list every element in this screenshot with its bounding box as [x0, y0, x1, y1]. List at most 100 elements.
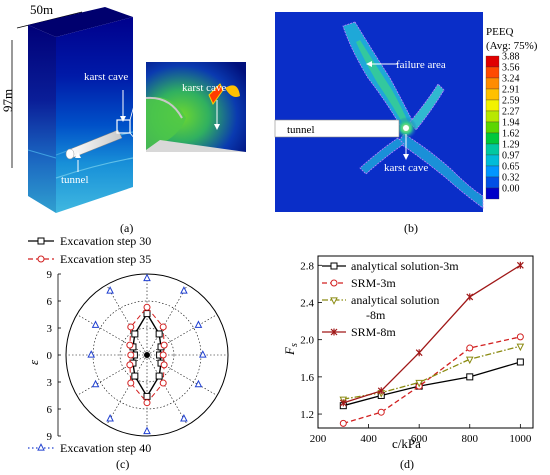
polar-data-point — [106, 414, 114, 422]
polar-grid-ring — [119, 327, 175, 383]
data-point — [415, 349, 423, 357]
polar-spoke — [146, 284, 188, 356]
y-tick-label: 1.2 — [300, 409, 314, 421]
series-line — [343, 345, 521, 400]
panel-a-label: (a) — [120, 221, 133, 235]
legend-swatch — [485, 99, 500, 112]
karst-cave-label-a1: karst cave — [84, 71, 128, 83]
data-point — [339, 419, 347, 427]
panel-c-polar-chart: Excavation step 30 Excavation step 35 9 6 3… — [26, 234, 229, 471]
polar-data-point — [143, 303, 151, 311]
polar-legend-top: Excavation step 30 Excavation step 35 — [28, 234, 151, 266]
series-line — [343, 361, 521, 407]
panel-b-contour: tunnel failure area karst cave PEEQ (Avg… — [274, 12, 538, 235]
model-side-face — [56, 17, 133, 213]
failure-area-label: failure area — [396, 59, 446, 71]
polar-data-point — [180, 414, 188, 422]
panel-c-label: (c) — [116, 457, 129, 471]
panel-d-line-chart: 200 400 600 800 1000 1.2 1.6 2.0 2.4 2.8 c/kPa Fs… — [282, 255, 534, 471]
data-point — [466, 293, 474, 301]
data-point — [377, 408, 385, 416]
polar-radial-tick-label: 0 — [47, 350, 53, 362]
legend-swatch — [485, 121, 500, 134]
polar-spoke — [106, 284, 148, 356]
polar-data-point — [160, 341, 168, 349]
panel-b-label: (b) — [404, 221, 418, 235]
legend-value: 0.00 — [502, 184, 520, 195]
polar-data-point — [159, 351, 167, 359]
panel-a-model: 50m 97m karst cave tunnel karst ca — [0, 2, 246, 235]
data-point — [466, 373, 474, 381]
width-label: 50m — [30, 2, 53, 17]
legend-swatch — [485, 187, 500, 200]
polar-radial-tick-label: 3 — [47, 323, 53, 335]
polar-radial-tick-label: 9 — [47, 431, 53, 443]
polar-data-point — [126, 341, 134, 349]
y-axis-label-sub: s — [289, 343, 300, 347]
polar-data-point — [159, 379, 167, 387]
polar-radial-tick-label: 6 — [47, 296, 53, 308]
plot-frame — [317, 255, 534, 429]
tunnel-label-b: tunnel — [287, 124, 315, 136]
x-tick-label: 400 — [360, 433, 377, 445]
series-line — [343, 336, 521, 424]
data-point — [377, 387, 385, 395]
polar-data-point — [143, 399, 151, 407]
x-tick-label: 800 — [462, 433, 479, 445]
legend-value: 0.97 — [502, 151, 520, 162]
polar-plot-area: 9 6 3 0 3 6 9 — [47, 269, 229, 443]
polar-data-point — [131, 330, 139, 338]
legend-swatch — [485, 55, 500, 68]
legend-marker — [330, 279, 338, 287]
polar-data-point — [194, 379, 203, 388]
data-point — [516, 333, 524, 341]
legend-swatch — [485, 165, 500, 178]
polar-radial-tick-label: 3 — [47, 377, 53, 389]
x-tick-label: 200 — [310, 433, 327, 445]
data-point — [339, 399, 347, 407]
legend-swatch — [485, 66, 500, 79]
legend-value: 1.94 — [502, 118, 520, 129]
legend-swatch — [485, 154, 500, 167]
karst-cave-marker-b — [403, 125, 409, 131]
data-point — [516, 261, 524, 269]
peeq-legend-scale: 3.883.563.242.912.592.271.941.621.290.97… — [485, 52, 520, 200]
legend-value: 0.65 — [502, 162, 520, 173]
legend-swatch — [485, 110, 500, 123]
legend-value: 2.59 — [502, 96, 520, 107]
polar-data-point — [180, 286, 188, 294]
legend-value: 2.91 — [502, 85, 520, 96]
polar-legend-marker — [37, 255, 45, 263]
polar-data-point — [131, 372, 139, 380]
height-label: 97m — [0, 89, 15, 112]
polar-data-point — [155, 372, 163, 380]
polar-legend-marker — [37, 237, 45, 245]
legend-value: 0.32 — [502, 173, 520, 184]
polar-data-point — [106, 286, 114, 294]
karst-cave-label-a2: karst cave — [182, 82, 226, 94]
data-point — [516, 343, 525, 352]
x-tick-label: 1000 — [509, 433, 532, 445]
polar-legend-label: Excavation step 35 — [60, 252, 151, 266]
line-legend: analytical solution-3m SRM-3m analytical s… — [322, 259, 459, 339]
legend-marker — [330, 297, 338, 305]
legend-swatch — [485, 176, 500, 189]
polar-radial-tick-label: 9 — [47, 269, 53, 281]
polar-data-point — [143, 310, 151, 318]
legend-value: 1.29 — [502, 140, 520, 151]
data-point — [415, 379, 423, 388]
model-front-face — [28, 25, 56, 213]
line-plot-area: 200 400 600 800 1000 1.2 1.6 2.0 2.4 2.8 — [300, 255, 534, 445]
polar-data-point — [126, 361, 134, 369]
polar-data-point — [91, 379, 100, 388]
legend-value: 2.27 — [502, 107, 520, 118]
polar-legend-label: Excavation step 30 — [60, 234, 151, 248]
data-point — [516, 358, 524, 366]
legend-swatch — [485, 77, 500, 90]
legend-label: analytical solution — [351, 293, 439, 307]
polar-y-axis-label: ε — [26, 359, 41, 365]
legend-label: SRM-3m — [351, 276, 396, 290]
polar-data-point — [160, 361, 168, 369]
legend-swatch — [485, 132, 500, 145]
